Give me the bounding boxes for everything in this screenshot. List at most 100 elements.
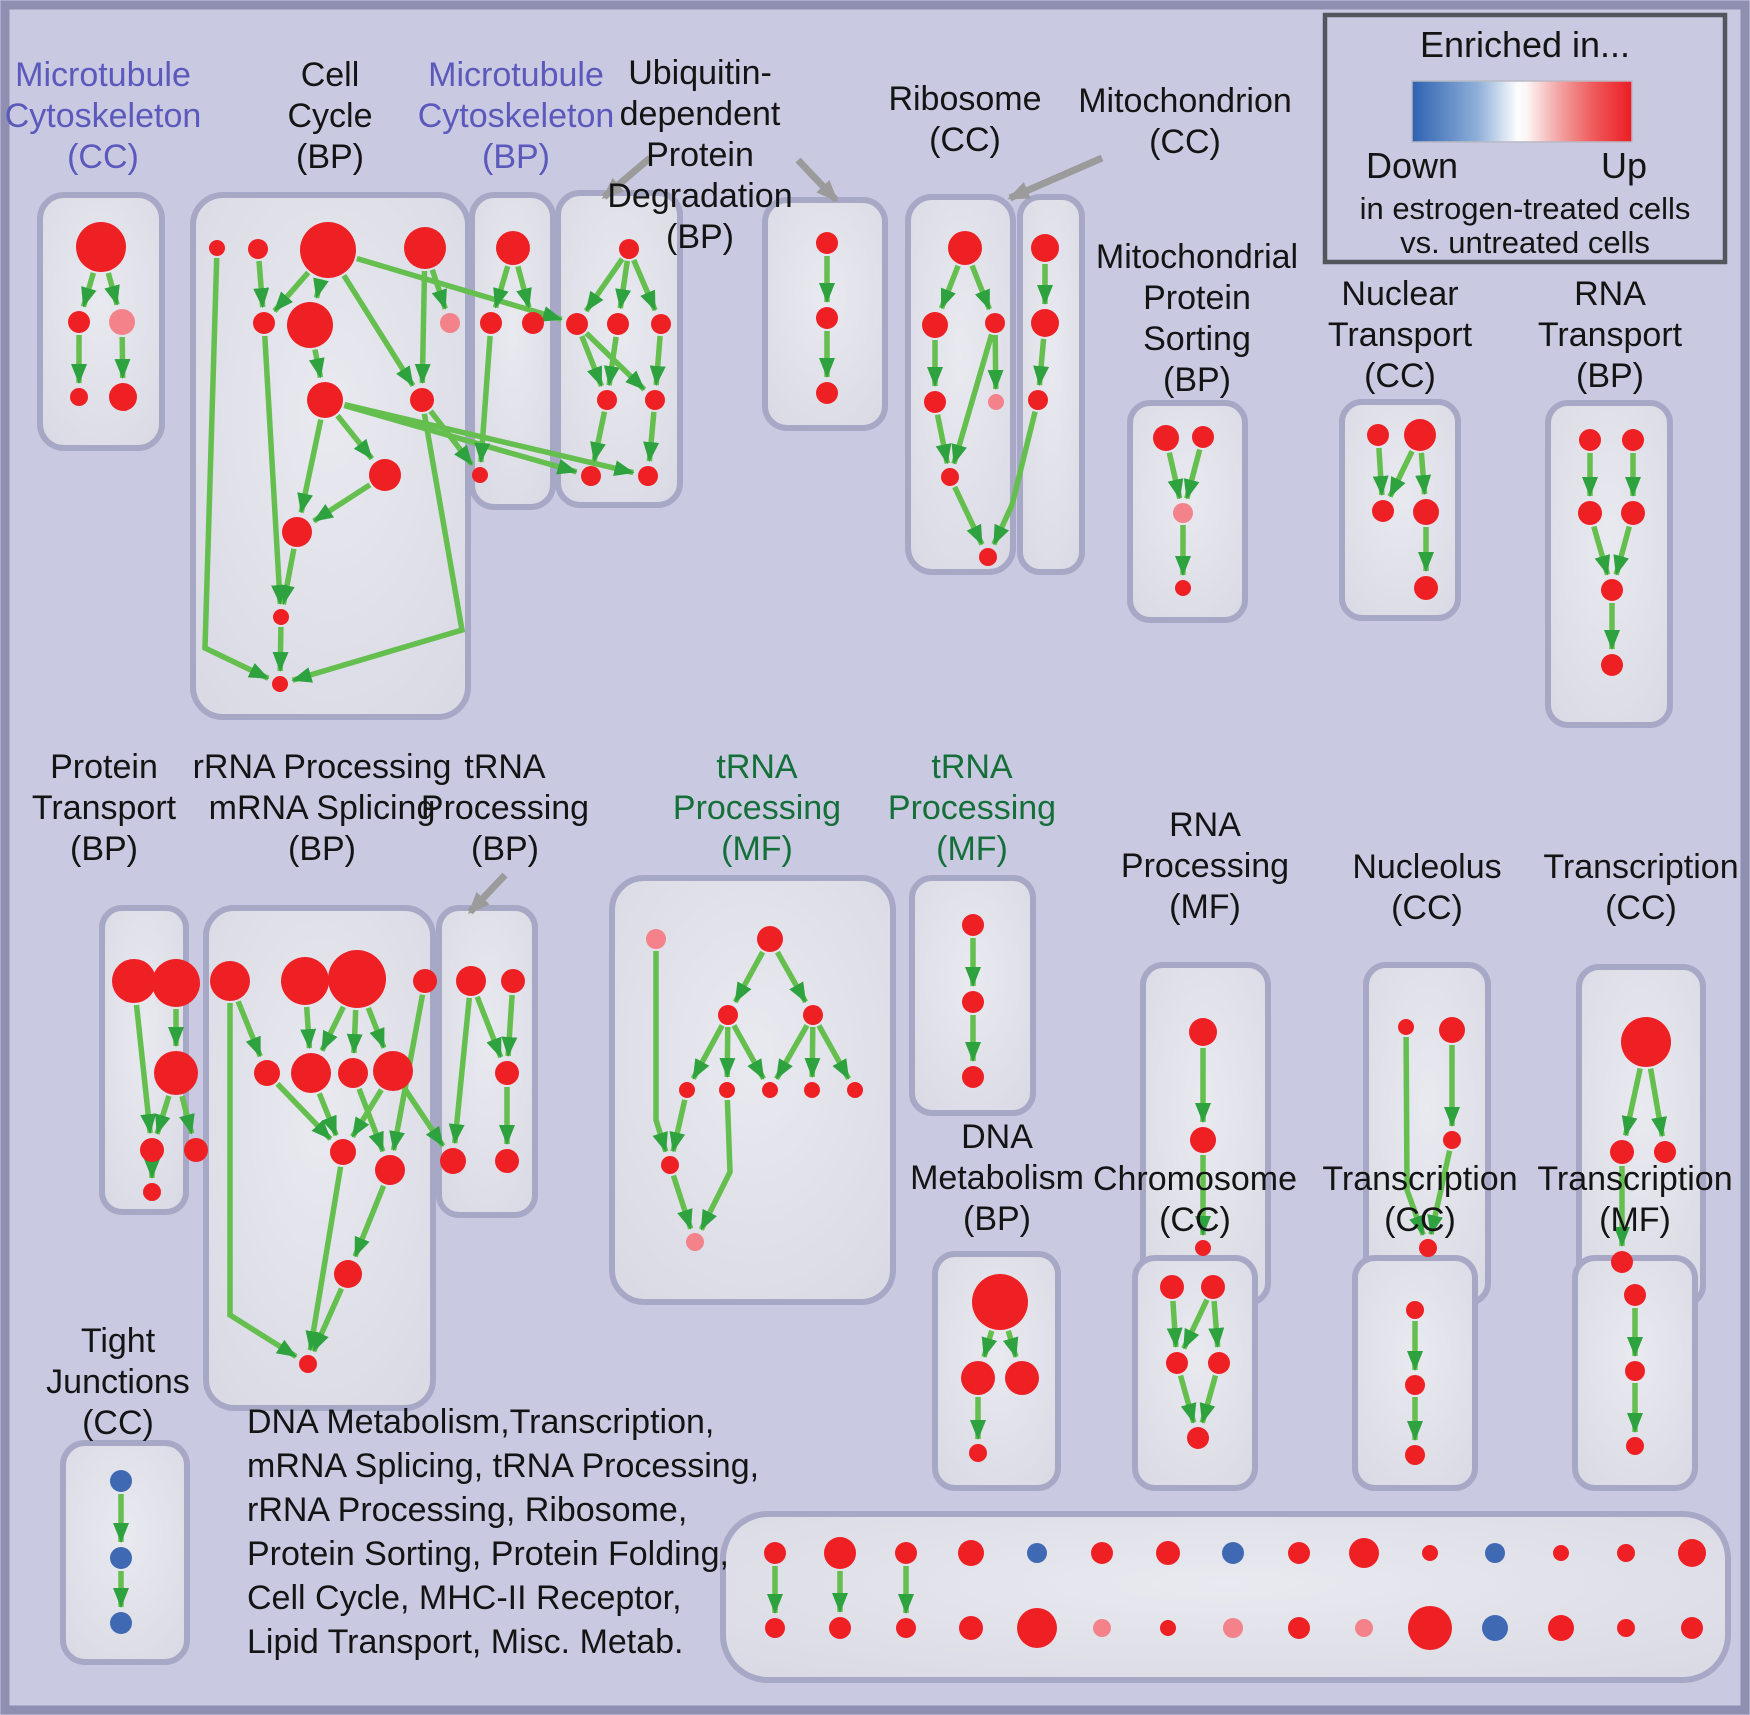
gene-node-tm4 xyxy=(803,1005,823,1025)
gene-node-cc11 xyxy=(282,517,312,547)
cluster-box-multi-category-strip xyxy=(720,1511,1731,1683)
gene-node-cc13 xyxy=(272,676,288,692)
gene-node-tp1 xyxy=(456,966,486,996)
gene-node-s11b xyxy=(1408,1606,1452,1650)
gene-node-ub1 xyxy=(816,232,838,254)
cluster-box-microtubule-bp xyxy=(469,192,556,510)
cluster-label-transcription-cc-2: Transcription xyxy=(1322,1160,1517,1198)
gene-node-pt6 xyxy=(143,1183,161,1201)
cluster-labels: MicrotubuleCytoskeleton(CC)CellCycle(BP)… xyxy=(5,54,1739,1442)
edge-ch2-ch4 xyxy=(1208,1300,1225,1348)
gene-node-ch1 xyxy=(1160,1275,1184,1299)
edge-tm10-tm11 xyxy=(670,1174,694,1230)
gene-node-s13b xyxy=(1548,1615,1574,1641)
edge-tm4-tm7 xyxy=(774,1024,810,1081)
cluster-label-mitochondrial-protein-sorting-bp: (BP) xyxy=(1163,361,1231,399)
pointer-ubiquitin-right-icon xyxy=(795,157,839,203)
gene-node-r5 xyxy=(254,1060,280,1086)
edge-cc6-cc8 xyxy=(308,348,325,379)
gene-node-tm9 xyxy=(847,1082,863,1098)
cluster-label-transcription-mf: (MF) xyxy=(1599,1201,1671,1239)
gene-node-s15t xyxy=(1678,1539,1706,1567)
gene-node-ua4 xyxy=(651,314,671,334)
edge-dm1-dm2 xyxy=(981,1330,998,1358)
gene-node-s3b xyxy=(896,1618,916,1638)
cluster-label-microtubule-cytoskeleton-bp: Cytoskeleton xyxy=(418,97,615,135)
edge-cc10-cc11 xyxy=(312,482,372,524)
gene-node-ms1 xyxy=(1153,425,1179,451)
gene-node-rb3 xyxy=(985,313,1005,333)
legend-subtitle-1: in estrogen-treated cells xyxy=(1360,191,1691,226)
edge-nu3-nu4 xyxy=(1427,1150,1453,1236)
edge-pt3-pt4 xyxy=(154,1095,172,1135)
gene-node-cc12 xyxy=(273,609,289,625)
gene-node-mc4 xyxy=(70,388,88,406)
cluster-label-mitochondrial-protein-sorting-bp: Mitochondrial xyxy=(1096,238,1298,276)
cluster-label-transcription-mf: Transcription xyxy=(1537,1160,1732,1198)
edge-ch4-ch5 xyxy=(1199,1374,1219,1424)
gene-node-dm1 xyxy=(972,1274,1028,1330)
footer-line: rRNA Processing, Ribosome, xyxy=(247,1491,687,1529)
cluster-label-mitochondrial-protein-sorting-bp: Protein xyxy=(1143,279,1251,317)
gene-node-s1b xyxy=(765,1618,785,1638)
cluster-label-rna-processing-mf: RNA xyxy=(1169,806,1241,844)
gene-node-rt2 xyxy=(1622,429,1644,451)
gene-node-ua7 xyxy=(581,466,601,486)
edge-mc1-mc2 xyxy=(80,272,97,308)
cluster-label-microtubule-cytoskeleton-cc: Cytoskeleton xyxy=(5,97,202,135)
edge-ua1-ua4 xyxy=(631,258,658,312)
cluster-box-microtubule-cc xyxy=(37,192,165,451)
edge-r8-tp4 xyxy=(402,1087,446,1148)
gene-node-tp4 xyxy=(440,1148,466,1174)
cluster-label-rna-transport-bp: (BP) xyxy=(1576,357,1644,395)
cluster-label-microtubule-cytoskeleton-bp: (BP) xyxy=(482,138,550,176)
gene-node-tc2 xyxy=(1610,1140,1634,1164)
gene-node-rt6 xyxy=(1601,654,1623,676)
gene-node-t4a xyxy=(1624,1284,1646,1306)
edge-r1-r12 xyxy=(227,1003,298,1359)
network-edges xyxy=(71,255,1667,1614)
edge-cc3-cc6 xyxy=(313,277,329,299)
cluster-label-rna-transport-bp: RNA xyxy=(1574,275,1646,313)
edge-cc1-cc13 xyxy=(202,257,270,681)
legend-title: Enriched in... xyxy=(1420,24,1630,65)
cluster-label-microtubule-cytoskeleton-cc: (CC) xyxy=(67,138,139,176)
gene-node-tm1 xyxy=(646,929,666,949)
edge-rb1-rb3 xyxy=(969,264,992,311)
gene-node-tp5 xyxy=(495,1149,519,1173)
legend-gradient-bar-icon xyxy=(1411,80,1633,143)
gene-node-mc1 xyxy=(76,222,126,272)
gene-node-nt3 xyxy=(1372,500,1394,522)
gene-node-rp1 xyxy=(1189,1018,1217,1046)
pointer-mitochondrion-icon xyxy=(1007,154,1104,202)
legend: Enriched in... Down Up in estrogen-treated … xyxy=(1322,12,1728,265)
gene-node-ua6 xyxy=(645,390,665,410)
edge-mt2-mt3 xyxy=(1033,338,1050,387)
gene-node-tc4 xyxy=(1611,1251,1633,1273)
gene-node-r1 xyxy=(210,961,250,1001)
gene-node-mc5 xyxy=(109,383,137,411)
gene-node-dm2 xyxy=(961,1361,995,1395)
gene-node-s1t xyxy=(764,1542,786,1564)
edge-r5-r9 xyxy=(275,1081,333,1141)
gene-node-mc3 xyxy=(109,309,135,335)
legend-box xyxy=(1322,12,1728,265)
edge-ch1-ch3 xyxy=(1166,1300,1183,1348)
footer-line: mRNA Splicing, tRNA Processing, xyxy=(247,1447,759,1485)
footer-category-list: DNA Metabolism,Transcription, mRNA Splici… xyxy=(247,1403,759,1661)
edge-tm2-tm3 xyxy=(732,950,766,1004)
cluster-label-dna-metabolism-bp: (BP) xyxy=(963,1200,1031,1238)
edge-mb2-mb4 xyxy=(474,335,493,463)
cluster-label-chromosome-cc: (CC) xyxy=(1159,1201,1231,1239)
cluster-label-trna-processing-bp: tRNA xyxy=(464,748,546,786)
gene-node-ub2 xyxy=(816,307,838,329)
edge-cc2-cc5 xyxy=(253,260,270,309)
gene-node-nt4 xyxy=(1413,499,1439,525)
gene-node-rb1 xyxy=(948,231,982,265)
gene-node-tm5 xyxy=(679,1082,695,1098)
footer-line: Protein Sorting, Protein Folding, xyxy=(247,1535,729,1573)
edge-cc9-mb4 xyxy=(428,409,475,467)
gene-node-tp2 xyxy=(501,969,525,993)
cluster-label-tight-junctions-cc: Junctions xyxy=(46,1363,190,1401)
edge-tm3-tm5 xyxy=(690,1024,725,1080)
